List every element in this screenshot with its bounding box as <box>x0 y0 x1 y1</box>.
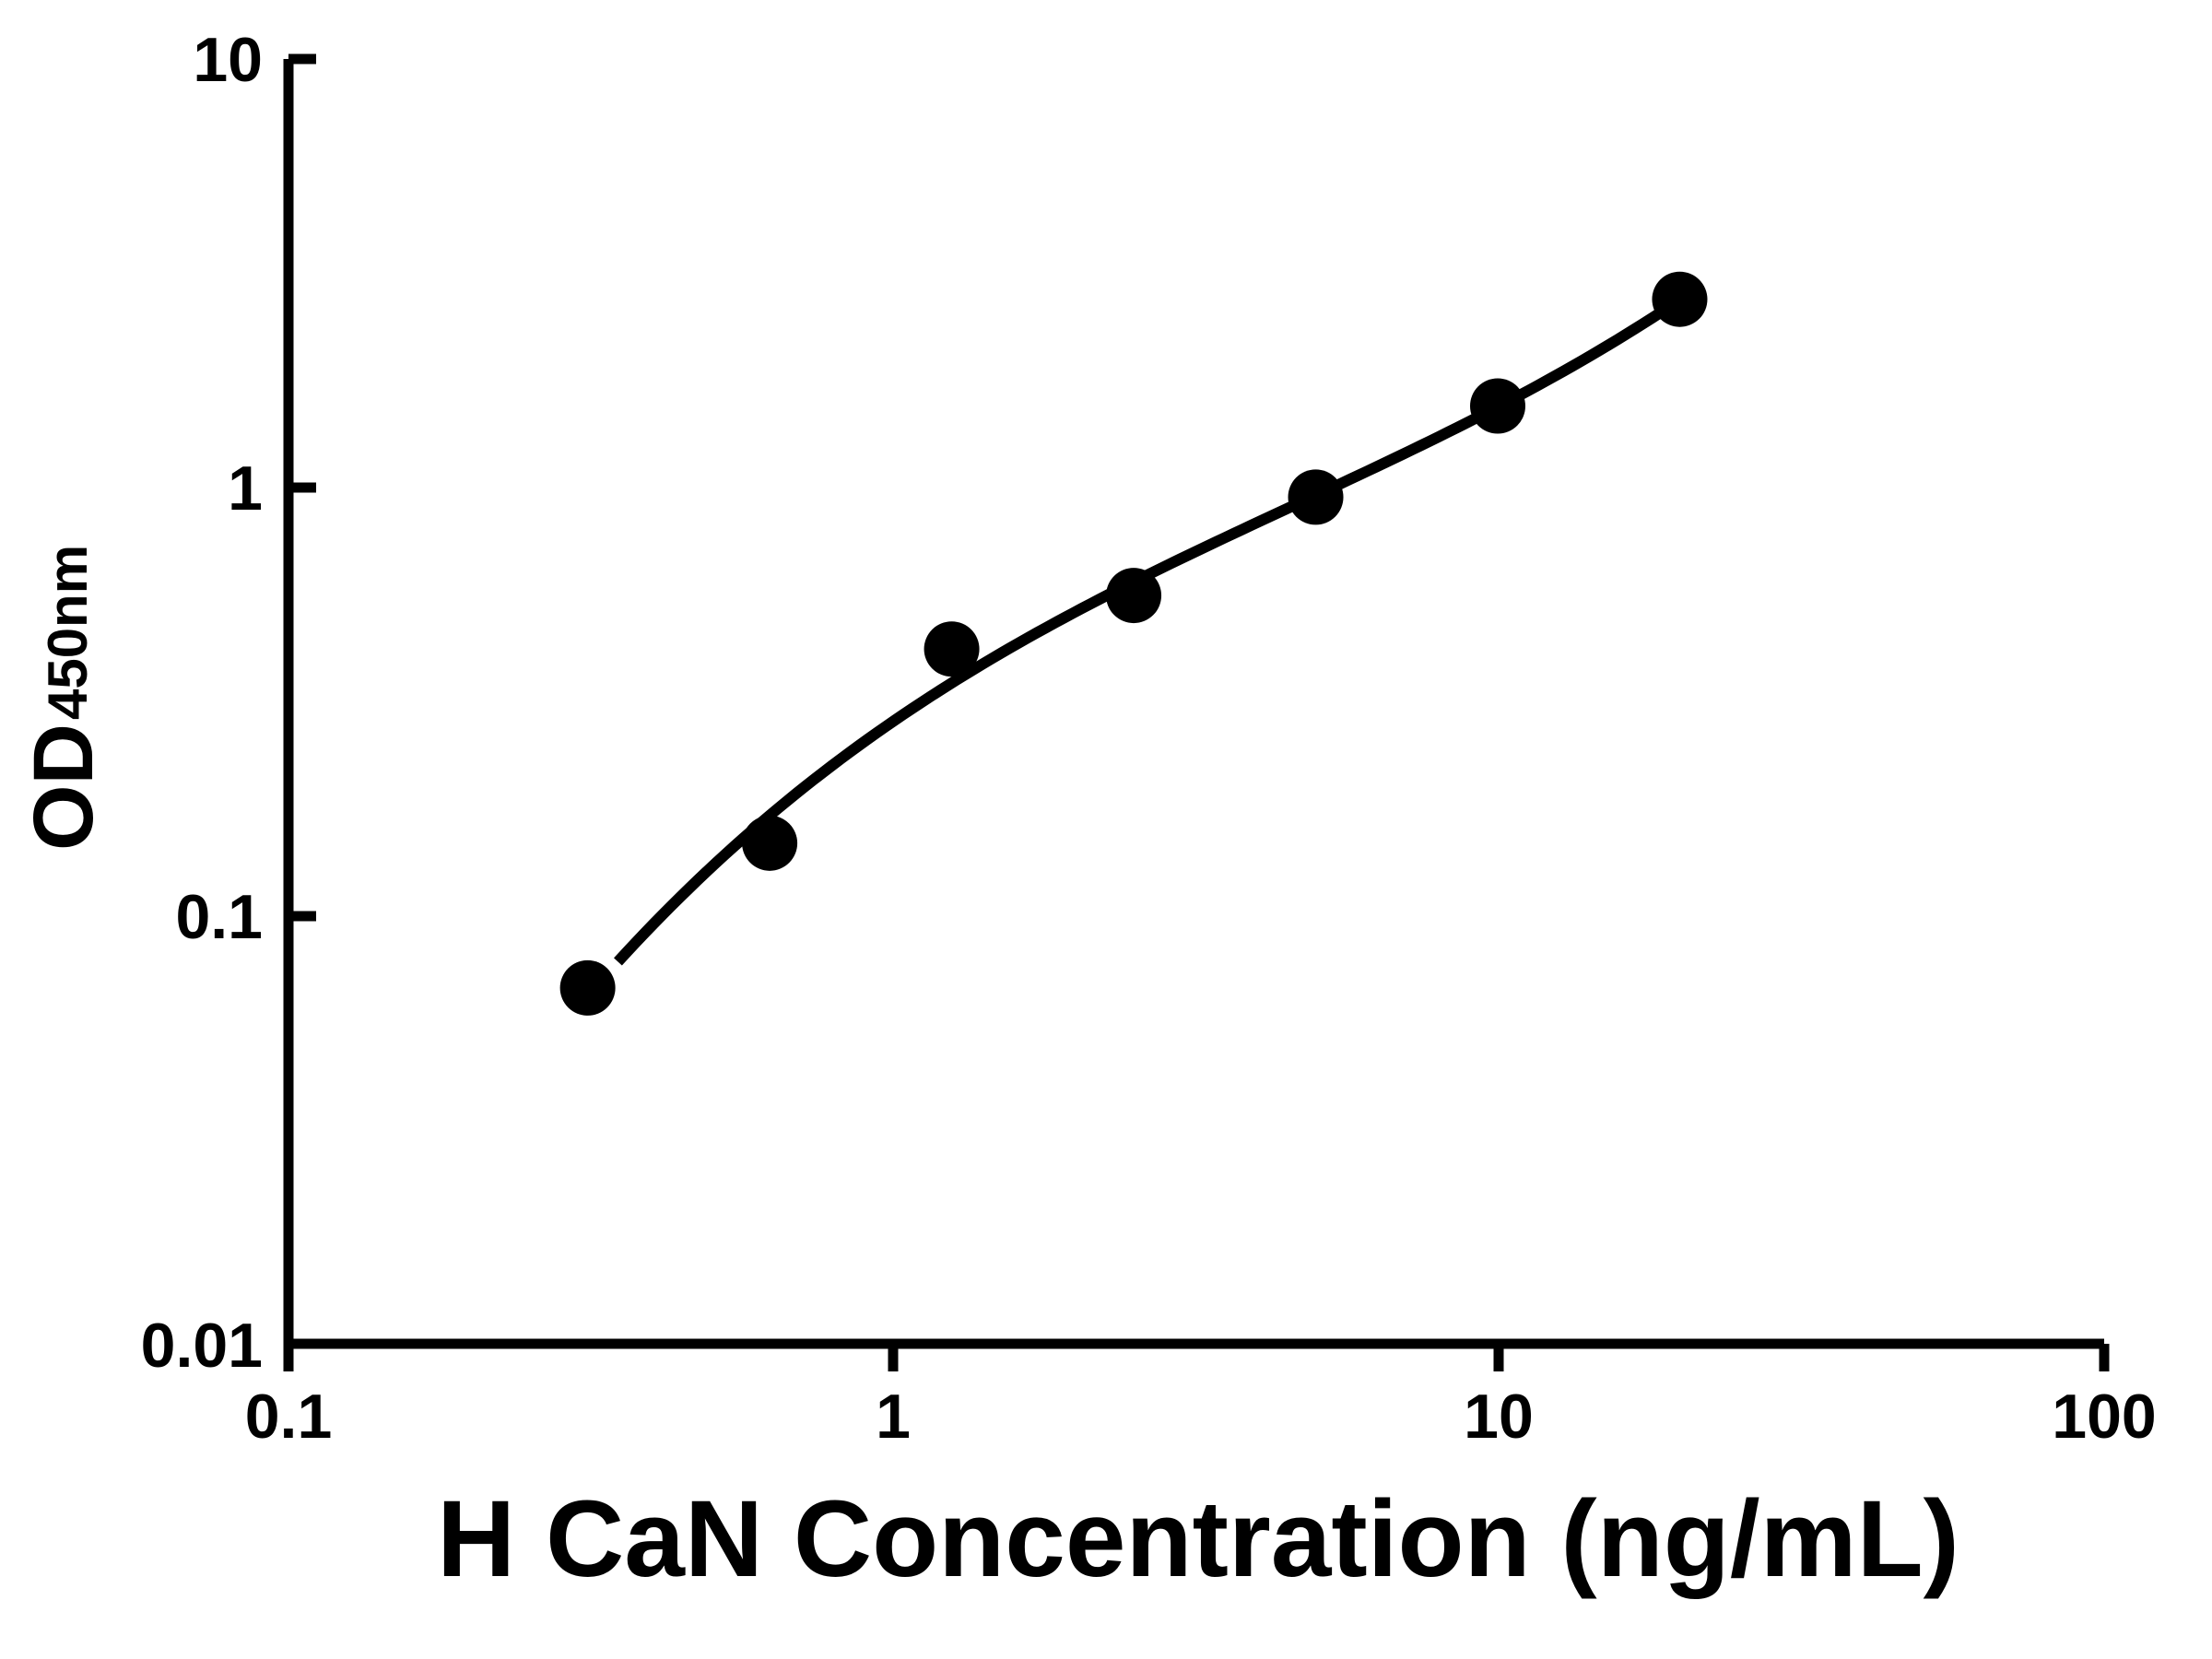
svg-text:10: 10 <box>1464 1382 1534 1452</box>
svg-text:OD450nm: OD450nm <box>17 545 111 851</box>
svg-text:100: 100 <box>2052 1382 2156 1452</box>
svg-text:1: 1 <box>228 453 263 524</box>
svg-text:1: 1 <box>876 1382 911 1452</box>
svg-text:0.1: 0.1 <box>175 882 263 952</box>
svg-text:10: 10 <box>193 25 263 95</box>
svg-text:H CaN Concentration (ng/mL): H CaN Concentration (ng/mL) <box>437 1478 1959 1600</box>
svg-text:0.1: 0.1 <box>245 1382 333 1452</box>
svg-text:0.01: 0.01 <box>141 1311 263 1381</box>
